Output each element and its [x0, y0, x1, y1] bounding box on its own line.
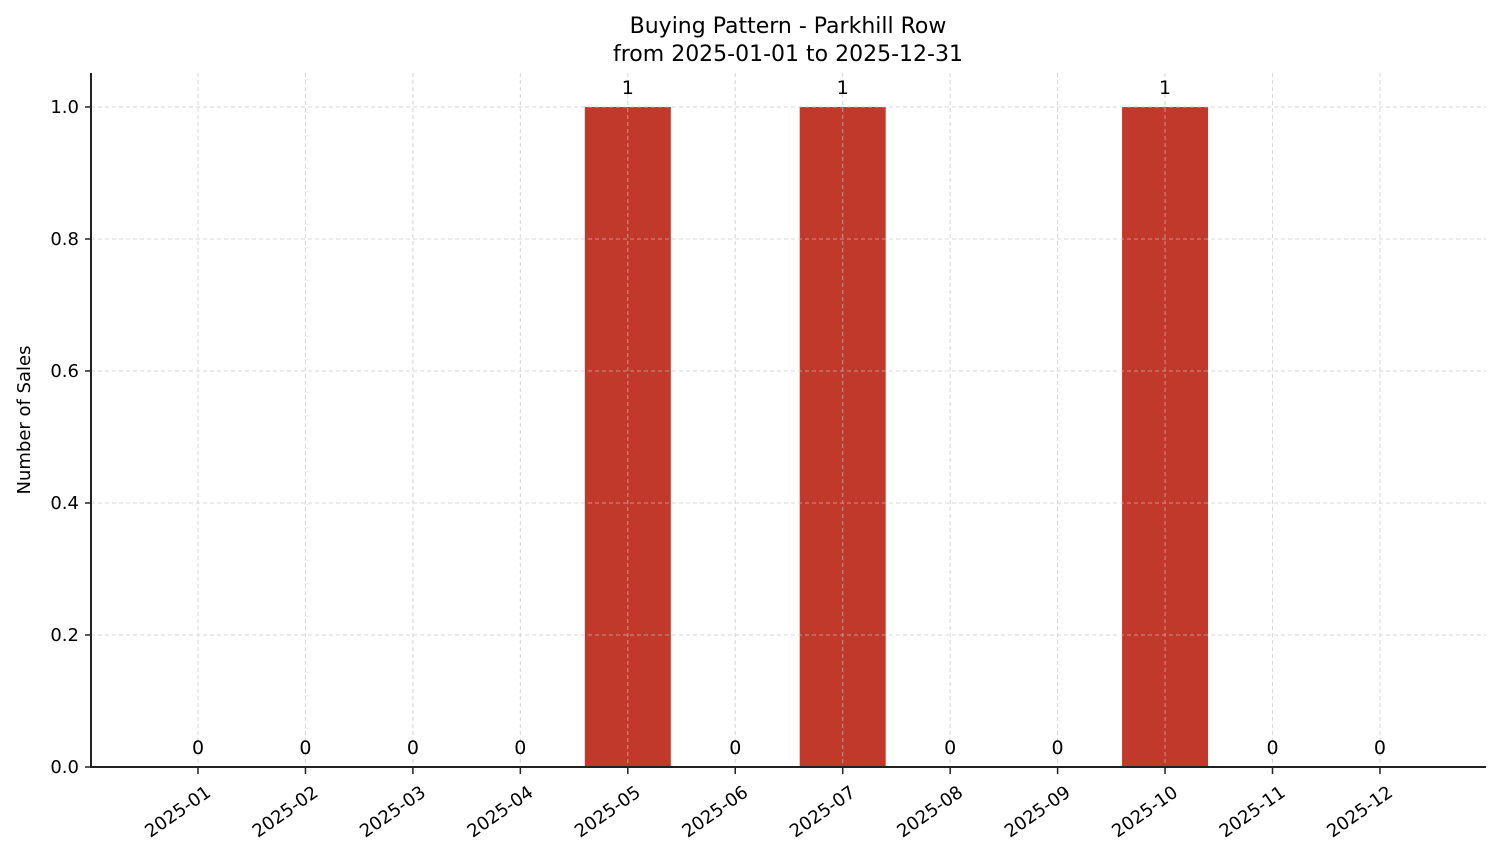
bar-value-label: 0	[729, 737, 741, 759]
y-axis-ticks: 0.0 0.2 0.4 0.6 0.8 1.0	[50, 97, 91, 778]
bar-value-label: 0	[299, 737, 311, 759]
bar-value-label: 0	[514, 737, 526, 759]
bars-group	[584, 107, 1209, 767]
x-axis-ticks: 2025-01 2025-02 2025-03 2025-04 2025-05 2025-…	[141, 767, 1397, 842]
chart-subtitle: from 2025-01-01 to 2025-12-31	[613, 42, 963, 67]
x-tick-label: 2025-02	[249, 782, 323, 842]
x-tick-label: 2025-06	[678, 782, 752, 842]
x-tick-label: 2025-03	[356, 782, 430, 842]
bar-value-label: 0	[1374, 737, 1386, 759]
bar-value-label: 0	[407, 737, 419, 759]
y-tick-label: 0.0	[50, 757, 79, 778]
y-tick-label: 0.2	[50, 625, 79, 646]
bar-value-label: 0	[944, 737, 956, 759]
x-tick-label: 2025-01	[141, 782, 215, 842]
y-tick-label: 0.8	[50, 229, 79, 250]
x-tick-label: 2025-07	[786, 782, 860, 842]
bar-value-labels: 0 0 0 0 1 0 1 0 0 1 0 0	[192, 77, 1386, 759]
grid-lines	[91, 73, 1486, 767]
bar-value-label: 0	[192, 737, 204, 759]
chart-title: Buying Pattern - Parkhill Row	[630, 14, 947, 39]
x-tick-label: 2025-09	[1001, 782, 1075, 842]
bar-value-label: 1	[837, 77, 849, 99]
x-tick-label: 2025-12	[1323, 782, 1397, 842]
grid-lines-overlay	[91, 73, 1486, 767]
x-tick-label: 2025-08	[893, 782, 967, 842]
x-tick-label: 2025-05	[571, 782, 645, 842]
x-tick-label: 2025-11	[1216, 782, 1290, 842]
y-tick-label: 0.4	[50, 493, 79, 514]
bar-value-label: 0	[1052, 737, 1064, 759]
bar-value-label: 0	[1266, 737, 1278, 759]
y-axis-label: Number of Sales	[14, 345, 35, 494]
bar-value-label: 1	[622, 77, 634, 99]
y-tick-label: 1.0	[50, 97, 79, 118]
x-tick-label: 2025-04	[464, 782, 538, 842]
y-tick-label: 0.6	[50, 361, 79, 382]
x-tick-label: 2025-10	[1108, 782, 1182, 842]
bar-value-label: 1	[1159, 77, 1171, 99]
